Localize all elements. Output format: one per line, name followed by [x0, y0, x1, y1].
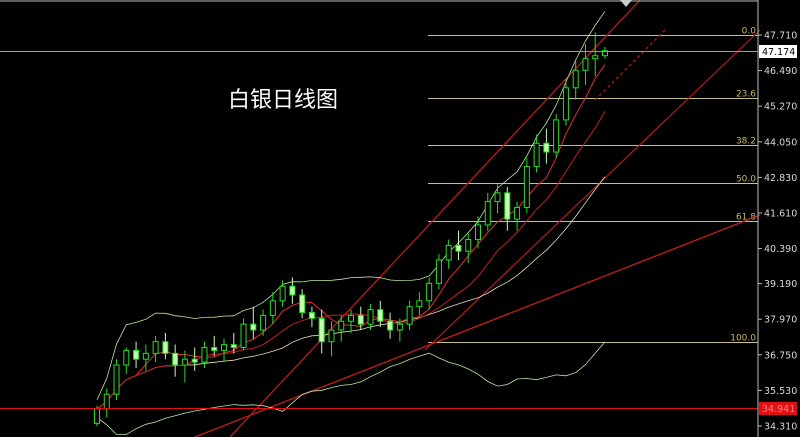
candle-body — [94, 408, 100, 424]
candle-body — [387, 320, 394, 331]
candle-body — [260, 314, 267, 331]
candle-body — [572, 69, 579, 89]
candle-body — [152, 341, 159, 354]
y-tick-label: 44.050 — [764, 137, 797, 148]
indicator-lines — [96, 10, 606, 435]
candle-body — [191, 358, 198, 363]
candle-body — [162, 341, 169, 354]
candle-body — [396, 323, 403, 331]
candle-body — [465, 239, 472, 252]
fib-level-label: 50.0 — [736, 175, 756, 185]
fib-level-label: 23.6 — [736, 90, 756, 100]
chart-title: 白银日线图 — [228, 88, 339, 113]
candle-body — [357, 314, 364, 325]
marked-price-label: 34.941 — [762, 404, 795, 415]
candle-body — [543, 142, 550, 153]
candle-body — [289, 285, 296, 296]
y-tick-label: 46.490 — [764, 66, 797, 77]
scroll-marker-icon[interactable] — [620, 0, 632, 7]
candle-body — [426, 282, 433, 302]
candle-body — [318, 317, 325, 343]
candle-body — [338, 320, 345, 331]
candle-body — [553, 119, 560, 153]
y-axis-ticks: 47.710 46.490 45.270 44.050 42.830 41.610 40.3… — [758, 31, 797, 433]
y-tick-label: 41.610 — [764, 208, 797, 219]
current-price-tag — [759, 45, 797, 58]
trend-line — [424, 29, 761, 351]
candle-body — [299, 294, 306, 314]
candle-body — [230, 344, 237, 349]
fibonacci-levels: 0.0 23.6 38.2 50.0 61.8 100.0 — [428, 27, 758, 344]
bollinger-lower — [96, 341, 606, 435]
candle-body — [533, 142, 540, 168]
trend-line — [229, 0, 641, 437]
bollinger-upper — [96, 10, 606, 401]
y-tick-label: 35.530 — [764, 386, 797, 397]
candle-body — [240, 323, 247, 349]
y-tick-label: 47.710 — [764, 31, 797, 42]
candle-body — [328, 329, 335, 343]
candle-body — [133, 349, 140, 360]
candle-body — [416, 300, 423, 308]
candle-body — [514, 206, 521, 220]
y-tick-label: 36.750 — [764, 350, 797, 361]
candle-body — [523, 166, 530, 208]
candle-body — [279, 285, 286, 302]
candle-body — [435, 259, 442, 284]
fib-level-label: 0.0 — [742, 27, 757, 37]
candle-body — [377, 309, 384, 322]
candle-body — [113, 364, 120, 395]
candle-body — [172, 352, 179, 366]
y-tick-label: 34.310 — [764, 422, 797, 433]
candle-body — [602, 50, 608, 57]
y-tick-label: 45.270 — [764, 102, 797, 113]
candle-body — [475, 224, 481, 241]
candle-body — [250, 323, 257, 331]
candle-body — [367, 309, 374, 325]
y-tick-label: 42.830 — [764, 173, 797, 184]
y-tick-label: 39.190 — [764, 279, 797, 290]
candle-body — [406, 306, 413, 325]
candle-body — [211, 347, 218, 351]
candle-body — [142, 352, 149, 360]
candle-body — [201, 347, 208, 363]
fib-level-label: 100.0 — [730, 334, 756, 344]
candle-body — [562, 87, 569, 121]
fib-level-label: 38.2 — [736, 137, 756, 147]
candle-body — [582, 58, 589, 71]
candle-body — [348, 314, 354, 322]
candle-body — [445, 244, 452, 261]
marked-price-tag — [759, 402, 797, 415]
candle-body — [504, 192, 511, 220]
candle-body — [123, 349, 130, 366]
candle-body — [455, 244, 462, 252]
candles — [94, 32, 608, 427]
ma-20 — [96, 176, 606, 410]
candle-body — [181, 358, 188, 366]
candle-body — [308, 312, 315, 319]
candle-body — [484, 201, 491, 226]
candle-body — [592, 55, 599, 60]
y-tick-label: 40.390 — [764, 244, 797, 255]
fib-level-label: 61.8 — [736, 213, 756, 223]
candle-body — [269, 300, 276, 316]
trend-line — [194, 214, 761, 437]
y-tick-label: 37.970 — [764, 315, 797, 326]
candle-body — [103, 393, 110, 410]
current-price-label: 47.174 — [762, 47, 795, 58]
candle-body — [494, 192, 501, 203]
candle-body — [221, 344, 227, 351]
trend-line-dashed — [594, 29, 666, 101]
